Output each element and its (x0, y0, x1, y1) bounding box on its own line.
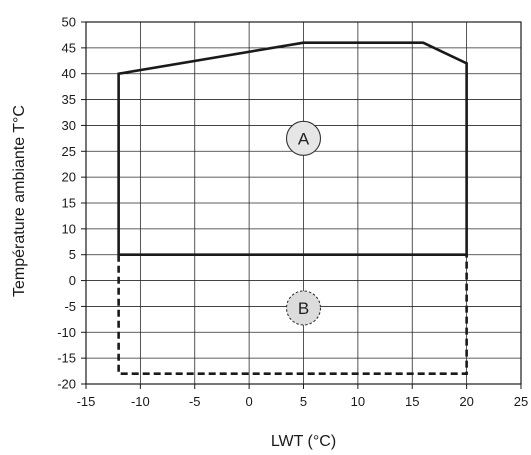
y-tick-label: 5 (69, 247, 76, 262)
y-tick-label: 45 (62, 40, 76, 55)
x-tick-label: 0 (246, 394, 253, 409)
x-tick-label: 25 (514, 394, 528, 409)
y-tick-label: -20 (57, 377, 76, 392)
y-tick-label: 40 (62, 66, 76, 81)
y-tick-label: 50 (62, 15, 76, 30)
y-tick-label: 0 (69, 273, 76, 288)
x-tick-label: 10 (351, 394, 365, 409)
zone-marker-a (285, 120, 322, 156)
y-tick-label: -10 (57, 325, 76, 340)
x-axis-title: LWT (°C) (271, 433, 336, 450)
x-tick-label: -15 (77, 394, 96, 409)
x-tick-label: 20 (459, 394, 473, 409)
y-tick-label: 15 (62, 196, 76, 211)
zone-marker-b (285, 290, 322, 326)
y-tick-label: 35 (62, 92, 76, 107)
x-tick-label: -5 (189, 394, 201, 409)
y-tick-label: 25 (62, 144, 76, 159)
y-tick-label: 10 (62, 221, 76, 236)
y-axis-title: Température ambiante T°C (11, 105, 28, 297)
x-tick-label: -10 (131, 394, 150, 409)
y-tick-label: -15 (57, 351, 76, 366)
series-line-b (117, 254, 468, 375)
y-tick-label: 20 (62, 170, 76, 185)
zone-label-b: B (298, 299, 309, 318)
zone-label-a: A (298, 129, 310, 148)
x-tick-label: 15 (405, 394, 419, 409)
y-tick-label: -5 (64, 299, 76, 314)
y-tick-label: 30 (62, 118, 76, 133)
x-tick-label: 5 (300, 394, 307, 409)
